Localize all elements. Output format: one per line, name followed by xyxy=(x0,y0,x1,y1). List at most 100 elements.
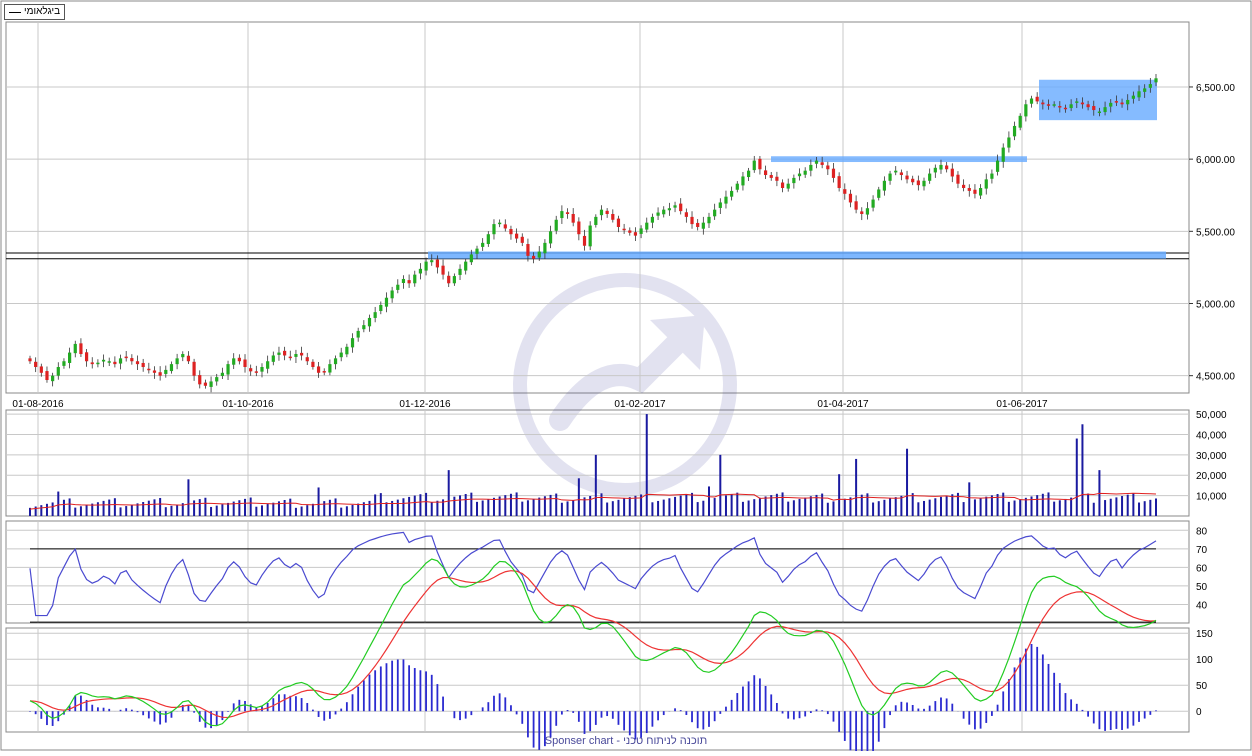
volume-bar xyxy=(595,455,597,516)
macd-hist-bar xyxy=(459,711,461,720)
volume-bar xyxy=(510,494,512,516)
macd-hist-bar xyxy=(572,711,574,713)
candle-body xyxy=(815,161,818,164)
volume-bar xyxy=(980,498,982,516)
candle-body xyxy=(334,358,337,364)
volume-bar xyxy=(793,500,795,516)
macd-hist-bar xyxy=(912,705,914,711)
macd-hist-bar xyxy=(380,666,382,711)
volume-bar xyxy=(685,494,687,516)
candle-body xyxy=(821,162,824,165)
candle-body xyxy=(747,171,750,177)
candle-body xyxy=(351,338,354,347)
macd-hist-bar xyxy=(782,711,784,713)
macd-hist-bar xyxy=(1042,654,1044,711)
volume-bar xyxy=(923,501,925,516)
macd-hist-bar xyxy=(306,703,308,711)
candle-body xyxy=(741,176,744,185)
volume-bar xyxy=(725,495,727,516)
footer-credit: Sponser chart - תוכנה לניתוח טכני xyxy=(0,735,1252,747)
macd-hist-bar xyxy=(991,711,993,716)
volume-bar xyxy=(572,500,574,516)
macd-hist-bar xyxy=(776,703,778,711)
volume-bar xyxy=(210,507,212,516)
volume-bar xyxy=(889,498,891,516)
macd-hist-bar xyxy=(148,711,150,718)
candle-body xyxy=(34,362,37,367)
macd-hist-bar xyxy=(702,711,704,729)
legend-line-icon xyxy=(9,12,21,13)
volume-bar xyxy=(284,500,286,516)
volume-bar xyxy=(142,502,144,516)
volume-bar xyxy=(193,500,195,516)
volume-bar xyxy=(629,497,631,516)
candle-body xyxy=(164,370,167,374)
candle-body xyxy=(990,174,993,179)
volume-bar xyxy=(170,506,172,516)
volume-bar xyxy=(567,501,569,516)
candle-body xyxy=(656,213,659,216)
candle-body xyxy=(639,228,642,233)
candle-body xyxy=(758,159,761,169)
macd-hist-bar xyxy=(301,698,303,711)
price-ytick-label: 5,500.00 xyxy=(1196,227,1235,238)
candle-body xyxy=(713,210,716,217)
volume-bar xyxy=(849,497,851,516)
macd-ytick-label: 150 xyxy=(1196,629,1213,640)
candle-body xyxy=(1070,104,1073,108)
macd-hist-bar xyxy=(91,705,93,711)
macd-hist-bar xyxy=(963,711,965,718)
macd-hist-bar xyxy=(589,711,591,731)
candle-body xyxy=(1087,104,1090,107)
volume-bar xyxy=(550,495,552,516)
macd-hist-bar xyxy=(816,709,818,711)
volume-bar xyxy=(821,494,823,516)
candle-body xyxy=(413,275,416,284)
candle-body xyxy=(130,358,133,361)
candle-body xyxy=(345,347,348,355)
volume-bar xyxy=(714,498,716,516)
candle-body xyxy=(515,234,518,239)
candle-body xyxy=(1036,97,1039,102)
macd-hist-bar xyxy=(680,710,682,711)
volume-bar xyxy=(1047,492,1049,516)
macd-hist-bar xyxy=(827,711,829,714)
macd-hist-bar xyxy=(1093,711,1095,723)
candle-body xyxy=(662,210,665,215)
candle-body xyxy=(311,362,314,367)
volume-bar xyxy=(436,501,438,516)
volume-bar xyxy=(125,506,127,516)
candle-body xyxy=(198,375,201,384)
candle-body xyxy=(679,204,682,212)
pane-vol xyxy=(6,410,1189,516)
volume-bar xyxy=(674,497,676,516)
volume-bar xyxy=(295,508,297,516)
candle-body xyxy=(40,366,43,372)
macd-hist-bar xyxy=(946,698,948,711)
candle-body xyxy=(645,223,648,230)
volume-bar xyxy=(425,493,427,516)
volume-bar xyxy=(782,492,784,516)
pane-rsi xyxy=(6,521,1189,623)
volume-bar xyxy=(57,492,59,516)
vol-ytick-label: 40,000 xyxy=(1196,430,1227,441)
candle-body xyxy=(51,376,54,381)
volume-bar xyxy=(482,501,484,516)
volume-bar xyxy=(63,500,65,516)
candle-body xyxy=(91,362,94,364)
macd-hist-bar xyxy=(968,711,970,724)
candle-body xyxy=(871,200,874,208)
candle-body xyxy=(266,361,269,369)
candle-body xyxy=(1007,137,1010,147)
candle-body xyxy=(1109,103,1112,107)
volume-bar xyxy=(227,503,229,516)
volume-bar xyxy=(810,496,812,516)
volume-bar xyxy=(176,504,178,516)
volume-bar xyxy=(906,449,908,516)
macd-hist-bar xyxy=(431,675,433,711)
xtick-label: 01-06-2017 xyxy=(996,399,1048,410)
volume-bar xyxy=(221,504,223,516)
candle-body xyxy=(475,249,478,254)
candle-body xyxy=(623,229,626,231)
candle-body xyxy=(504,224,507,228)
